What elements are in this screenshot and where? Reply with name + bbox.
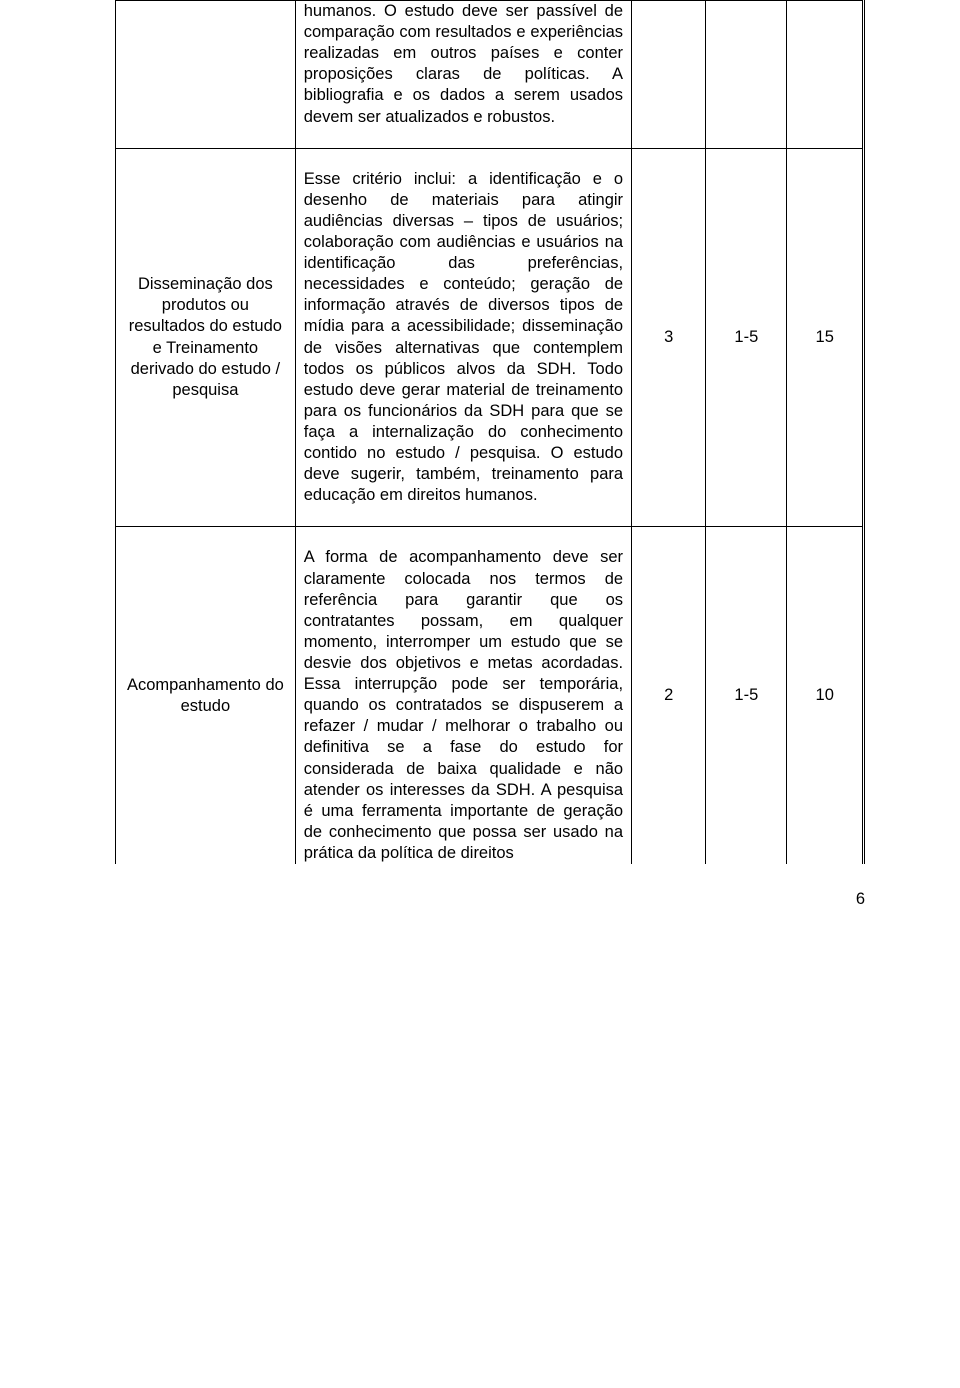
table-row: humanos. O estudo deve ser passível de c… bbox=[116, 1, 864, 149]
document-page: humanos. O estudo deve ser passível de c… bbox=[0, 0, 960, 949]
row-desc-cell: humanos. O estudo deve ser passível de c… bbox=[295, 1, 631, 149]
table-row: Acompanhamento do estudo A forma de acom… bbox=[116, 527, 864, 864]
row-score-cell: 10 bbox=[787, 527, 864, 864]
row-score-cell: 15 bbox=[787, 148, 864, 527]
row-desc-cell: A forma de acompanhamento deve ser clara… bbox=[295, 527, 631, 864]
row-range-cell bbox=[706, 1, 787, 149]
row-weight-cell: 3 bbox=[632, 148, 706, 527]
page-number: 6 bbox=[115, 890, 865, 909]
row-label-cell: Disseminação dos produtos ou resultados … bbox=[116, 148, 296, 527]
row-weight-cell bbox=[632, 1, 706, 149]
row-label-cell bbox=[116, 1, 296, 149]
row-label-cell: Acompanhamento do estudo bbox=[116, 527, 296, 864]
row-range-cell: 1-5 bbox=[706, 148, 787, 527]
row-desc-cell: Esse critério inclui: a identificação e … bbox=[295, 148, 631, 527]
row-weight-cell: 2 bbox=[632, 527, 706, 864]
row-range-cell: 1-5 bbox=[706, 527, 787, 864]
criteria-table: humanos. O estudo deve ser passível de c… bbox=[115, 0, 865, 864]
table-row: Disseminação dos produtos ou resultados … bbox=[116, 148, 864, 527]
row-score-cell bbox=[787, 1, 864, 149]
